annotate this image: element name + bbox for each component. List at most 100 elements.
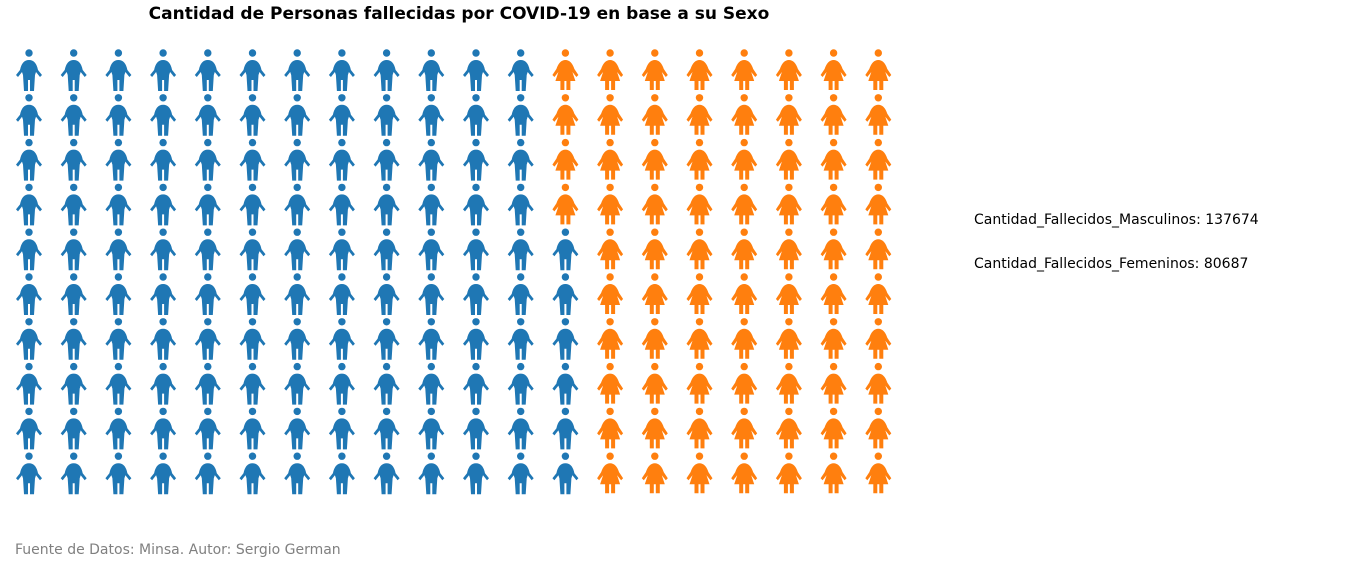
male-person-icon — [16, 362, 42, 405]
male-person-icon — [463, 49, 489, 91]
female-person-icon — [865, 94, 892, 135]
female-person-icon — [820, 138, 847, 180]
female-person-icon — [731, 49, 758, 90]
male-person-icon — [284, 183, 311, 226]
female-person-icon — [820, 94, 847, 135]
female-person-icon — [865, 362, 892, 404]
female-person-icon — [641, 362, 668, 404]
male-person-icon — [373, 362, 400, 405]
male-person-icon — [105, 318, 132, 360]
male-person-icon — [418, 362, 445, 405]
male-person-icon — [507, 49, 534, 91]
male-person-icon — [239, 183, 266, 226]
female-person-icon — [865, 138, 892, 180]
female-person-icon — [820, 228, 847, 270]
male-person-icon — [284, 273, 311, 315]
female-person-icon — [775, 49, 802, 90]
female-person-icon — [775, 362, 802, 404]
female-person-icon — [820, 273, 847, 314]
male-person-icon — [105, 49, 132, 91]
male-person-icon — [507, 94, 534, 136]
male-person-icon — [328, 228, 355, 271]
male-person-icon — [194, 94, 221, 136]
male-person-icon — [284, 362, 311, 405]
male-person-icon — [552, 362, 579, 405]
female-person-icon — [686, 49, 713, 90]
male-person-icon — [463, 318, 489, 360]
female-person-icon — [641, 138, 668, 180]
male-person-icon — [373, 183, 400, 226]
female-person-icon — [686, 452, 713, 494]
male-person-icon — [373, 228, 400, 271]
male-person-icon — [194, 362, 221, 405]
female-person-icon — [552, 49, 579, 90]
female-person-icon — [775, 183, 802, 225]
male-person-icon — [105, 228, 132, 271]
male-person-icon — [373, 273, 400, 315]
male-person-icon — [60, 362, 87, 405]
male-person-icon — [328, 94, 355, 136]
male-person-icon — [194, 318, 221, 360]
female-person-icon — [865, 452, 892, 494]
chart-title: Cantidad de Personas fallecidas por COVI… — [148, 4, 770, 24]
male-person-icon — [373, 452, 400, 495]
male-person-icon — [194, 183, 221, 226]
female-person-icon — [731, 183, 758, 225]
male-person-icon — [150, 318, 177, 360]
male-person-icon — [239, 273, 266, 315]
male-person-icon — [507, 273, 534, 315]
male-person-icon — [328, 273, 355, 315]
female-person-icon — [820, 183, 847, 225]
male-person-icon — [150, 183, 177, 226]
male-person-icon — [150, 49, 177, 91]
female-person-icon — [686, 318, 713, 359]
male-person-icon — [552, 407, 579, 450]
male-person-icon — [194, 49, 221, 91]
female-person-icon — [686, 407, 713, 449]
female-person-icon — [775, 273, 802, 314]
male-person-icon — [239, 138, 266, 181]
male-person-icon — [418, 273, 445, 315]
male-person-icon — [463, 138, 489, 181]
male-person-icon — [60, 138, 87, 181]
female-person-icon — [686, 138, 713, 180]
female-person-icon — [597, 228, 624, 270]
male-person-icon — [150, 228, 177, 271]
male-person-icon — [105, 407, 132, 450]
male-person-icon — [418, 228, 445, 271]
male-person-icon — [239, 228, 266, 271]
male-person-icon — [507, 138, 534, 181]
male-person-icon — [552, 228, 579, 271]
male-person-icon — [463, 94, 489, 136]
female-person-icon — [686, 94, 713, 135]
female-person-icon — [597, 318, 624, 359]
female-person-icon — [641, 452, 668, 494]
female-person-icon — [686, 362, 713, 404]
female-person-icon — [775, 318, 802, 359]
female-person-icon — [865, 228, 892, 270]
male-person-icon — [150, 407, 177, 450]
female-person-icon — [597, 362, 624, 404]
male-person-icon — [60, 452, 87, 495]
female-person-icon — [865, 183, 892, 225]
male-person-icon — [463, 228, 489, 271]
female-person-icon — [731, 228, 758, 270]
male-person-icon — [60, 407, 87, 450]
male-person-icon — [239, 407, 266, 450]
female-person-icon — [731, 452, 758, 494]
female-person-icon — [731, 273, 758, 314]
male-person-icon — [418, 49, 445, 91]
female-person-icon — [865, 407, 892, 449]
female-person-icon — [552, 94, 579, 135]
male-person-icon — [105, 452, 132, 495]
male-person-icon — [239, 94, 266, 136]
legend: Cantidad_Fallecidos_Masculinos: 137674 C… — [974, 212, 1259, 300]
male-person-icon — [60, 183, 87, 226]
male-person-icon — [150, 362, 177, 405]
male-person-icon — [284, 318, 311, 360]
legend-item-female: Cantidad_Fallecidos_Femeninos: 80687 — [974, 256, 1249, 272]
male-person-icon — [463, 183, 489, 226]
male-person-icon — [507, 228, 534, 271]
female-person-icon — [731, 362, 758, 404]
source-note: Fuente de Datos: Minsa. Autor: Sergio Ge… — [15, 542, 341, 558]
